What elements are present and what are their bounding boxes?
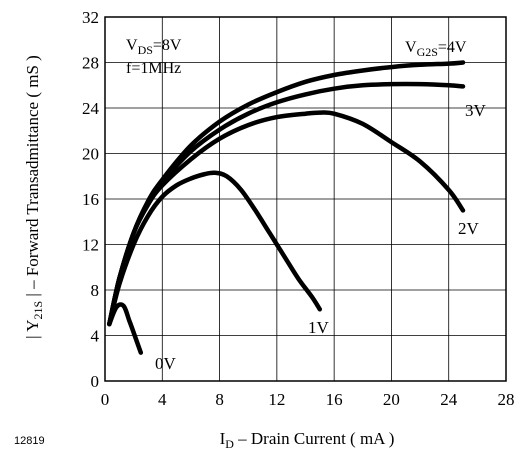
series-line-1v (107, 170, 323, 327)
curves (107, 60, 466, 355)
y-tick-label: 8 (91, 281, 100, 300)
x-tick-label: 4 (158, 390, 167, 409)
y-tick-label: 16 (82, 190, 99, 209)
y-tick-label: 4 (91, 327, 100, 346)
y-tick-label: 20 (82, 145, 99, 164)
x-tick-label: 16 (326, 390, 343, 409)
y-axis-ticks: 0 4 8 12 16 20 24 28 32 (82, 8, 100, 391)
curve-label-0v: 0V (155, 354, 177, 373)
plot-frame (104, 16, 507, 382)
y-axis-title: | Y21S | – Forward Transadmittance ( mS … (23, 55, 45, 339)
series-line-4v (107, 60, 466, 327)
x-axis-ticks: 0 4 8 12 16 20 24 28 (101, 390, 515, 409)
x-tick-label: 24 (440, 390, 458, 409)
x-axis-title: ID – Drain Current ( mA ) (220, 429, 395, 451)
series-line-0v (107, 302, 144, 355)
vds-condition: VDS=8V (126, 37, 182, 57)
curve-label-3v: 3V (465, 101, 487, 120)
y-tick-label: 24 (82, 99, 100, 118)
figure-id: 12819 (14, 435, 45, 447)
frequency-condition: f=1MHz (126, 60, 181, 77)
x-tick-label: 20 (383, 390, 400, 409)
x-tick-label: 0 (101, 390, 110, 409)
curve-label-2v: 2V (458, 219, 480, 238)
y-tick-label: 32 (82, 8, 99, 27)
y-tick-label: 12 (82, 236, 99, 255)
x-tick-label: 12 (268, 390, 285, 409)
curve-label-1v: 1V (308, 318, 330, 337)
x-tick-label: 8 (215, 390, 224, 409)
y-tick-label: 0 (91, 372, 100, 391)
x-tick-label: 28 (498, 390, 515, 409)
y-tick-label: 28 (82, 54, 99, 73)
vg2s-param-label: VG2S=4V (405, 39, 467, 59)
